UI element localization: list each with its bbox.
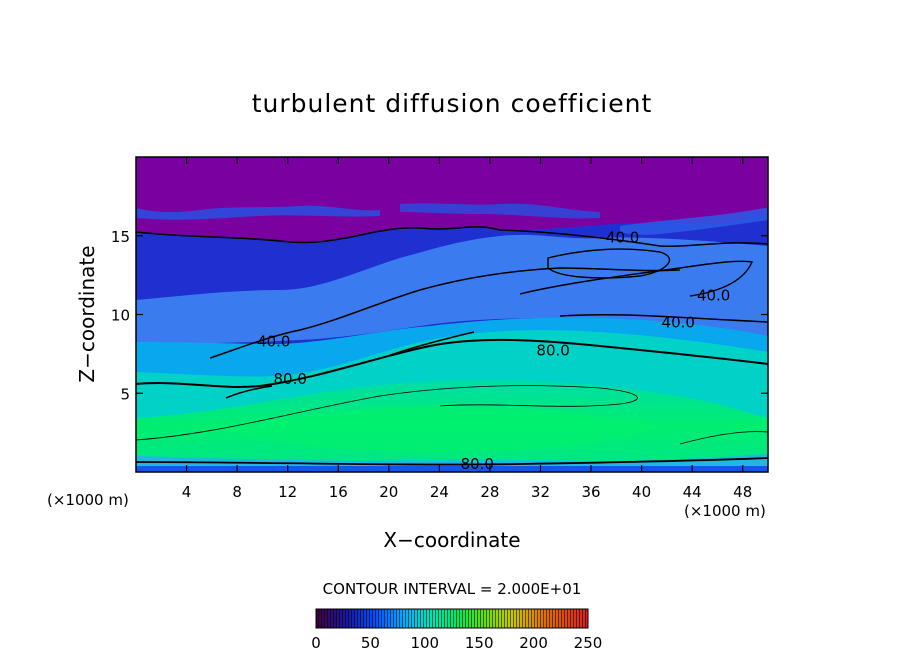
contour-label: 40.0 [662,313,695,331]
field-bright-core [220,406,660,452]
x-unit-right: (×1000 m) [684,502,766,520]
contour-label: 80.0 [461,455,494,473]
contour-40-upper [136,226,768,248]
contour-label: 40.0 [697,287,730,305]
contour-label: 80.0 [536,342,569,360]
contour-40-mid [209,267,681,359]
field-wisp-b [400,203,600,219]
colorbar-tick-label: 50 [361,634,380,652]
x-tick-label: 48 [733,483,752,501]
contour-80-main [136,338,768,388]
y-axis: 5 10 15 [111,228,768,403]
x-tick-label: 4 [182,483,192,501]
contour-labels: 40.080.040.040.040.080.080.0 [257,228,730,473]
colorbar-tick-label: 100 [410,634,439,652]
contour-40-ridge [519,260,753,297]
y-tick-label: 5 [120,385,130,403]
x-tick-label: 32 [531,483,550,501]
contour-label: 40.0 [606,228,639,246]
contour-80-streak [387,331,475,357]
colorbar-tick-label: 150 [465,634,494,652]
contour-40-loop [547,248,671,279]
x-axis: 4 8 12 16 20 24 28 32 36 40 44 48 [182,157,752,501]
contour-interval-label: CONTOUR INTERVAL = 2.000E+01 [323,580,582,598]
x-tick-label: 20 [379,483,398,501]
x-tick-label: 12 [278,483,297,501]
contour-label: 80.0 [274,370,307,388]
x-tick-label: 8 [232,483,242,501]
colorbar-tick-label: 250 [574,634,603,652]
y-tick-label: 15 [111,228,130,246]
x-tick-label: 24 [430,483,449,501]
x-tick-label: 16 [329,483,348,501]
field-wisp-c [620,208,768,235]
x-tick-label: 44 [683,483,702,501]
field-wisp-a [136,205,380,220]
contour-thin-b [679,431,768,445]
contour-thin-a [136,385,638,441]
colorbar-tick-label: 200 [519,634,548,652]
colorbar-tick-label: 0 [311,634,321,652]
chart-title: turbulent diffusion coefficient [252,89,653,118]
contour-lines [136,226,768,466]
colorbar-ticks: 0 50 100 150 200 250 [311,634,602,652]
contour-80-streak-b [225,385,273,399]
x-tick-label: 36 [581,483,600,501]
x-tick-label: 40 [632,483,651,501]
y-axis-label: Z−coordinate [75,245,99,382]
contour-80-bottom [136,457,768,466]
contour-40-right [559,313,768,323]
y-tick-label: 10 [111,307,130,325]
x-axis-label: X−coordinate [383,528,520,552]
x-unit-left: (×1000 m) [47,491,129,509]
field-bottom-strip [136,464,768,472]
colorbar-hatch [316,609,588,628]
colorbar-frame [315,608,589,629]
contour-label: 40.0 [257,332,290,350]
contour-field: 40.080.040.040.040.080.080.0 [136,157,768,473]
x-tick-label: 28 [480,483,499,501]
field-light-blue-wedge [136,234,768,344]
